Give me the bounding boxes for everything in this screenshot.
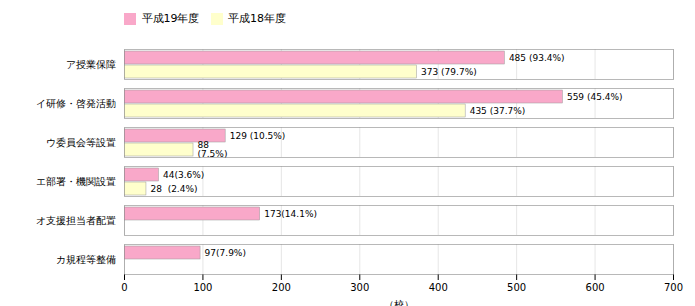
svg-text:400: 400 [429,281,448,292]
svg-text:オ支援担当者配置: オ支援担当者配置 [36,214,116,225]
svg-text:カ規程等整備: カ規程等整備 [56,253,116,264]
svg-text:700: 700 [664,281,683,292]
svg-text:ア授業保障: ア授業保障 [66,58,116,69]
svg-text:373 (79.7%): 373 (79.7%) [421,66,477,76]
svg-text:435 (37.7%): 435 (37.7%) [470,105,526,115]
svg-text:100: 100 [193,281,212,292]
svg-text:485 (93.4%): 485 (93.4%) [509,52,565,62]
svg-text:（校）: （校） [384,298,414,306]
svg-text:173(14.1%): 173(14.1%) [264,208,317,218]
svg-text:44(3.6%): 44(3.6%) [163,169,204,179]
svg-text:0: 0 [121,281,127,292]
svg-text:600: 600 [586,281,605,292]
svg-text:イ研修・啓発活動: イ研修・啓発活動 [36,97,116,108]
svg-text:ウ委員会等設置: ウ委員会等設置 [46,136,116,147]
html-text:平成18年度: 平成18年度 [228,12,286,25]
svg-text:88(7.5%): 88(7.5%) [198,140,228,159]
svg-text:97(7.9%): 97(7.9%) [205,247,246,257]
svg-text:559 (45.4%): 559 (45.4%) [567,91,623,101]
svg-text:200: 200 [272,281,291,292]
svg-text:500: 500 [507,281,526,292]
svg-text:300: 300 [350,281,369,292]
svg-text:エ部署・機関設置: エ部署・機関設置 [36,175,116,186]
svg-text:129 (10.5%): 129 (10.5%) [230,130,286,140]
svg-text:28 (2.4%): 28 (2.4%) [150,183,197,193]
html-text:平成19年度: 平成19年度 [141,12,200,25]
